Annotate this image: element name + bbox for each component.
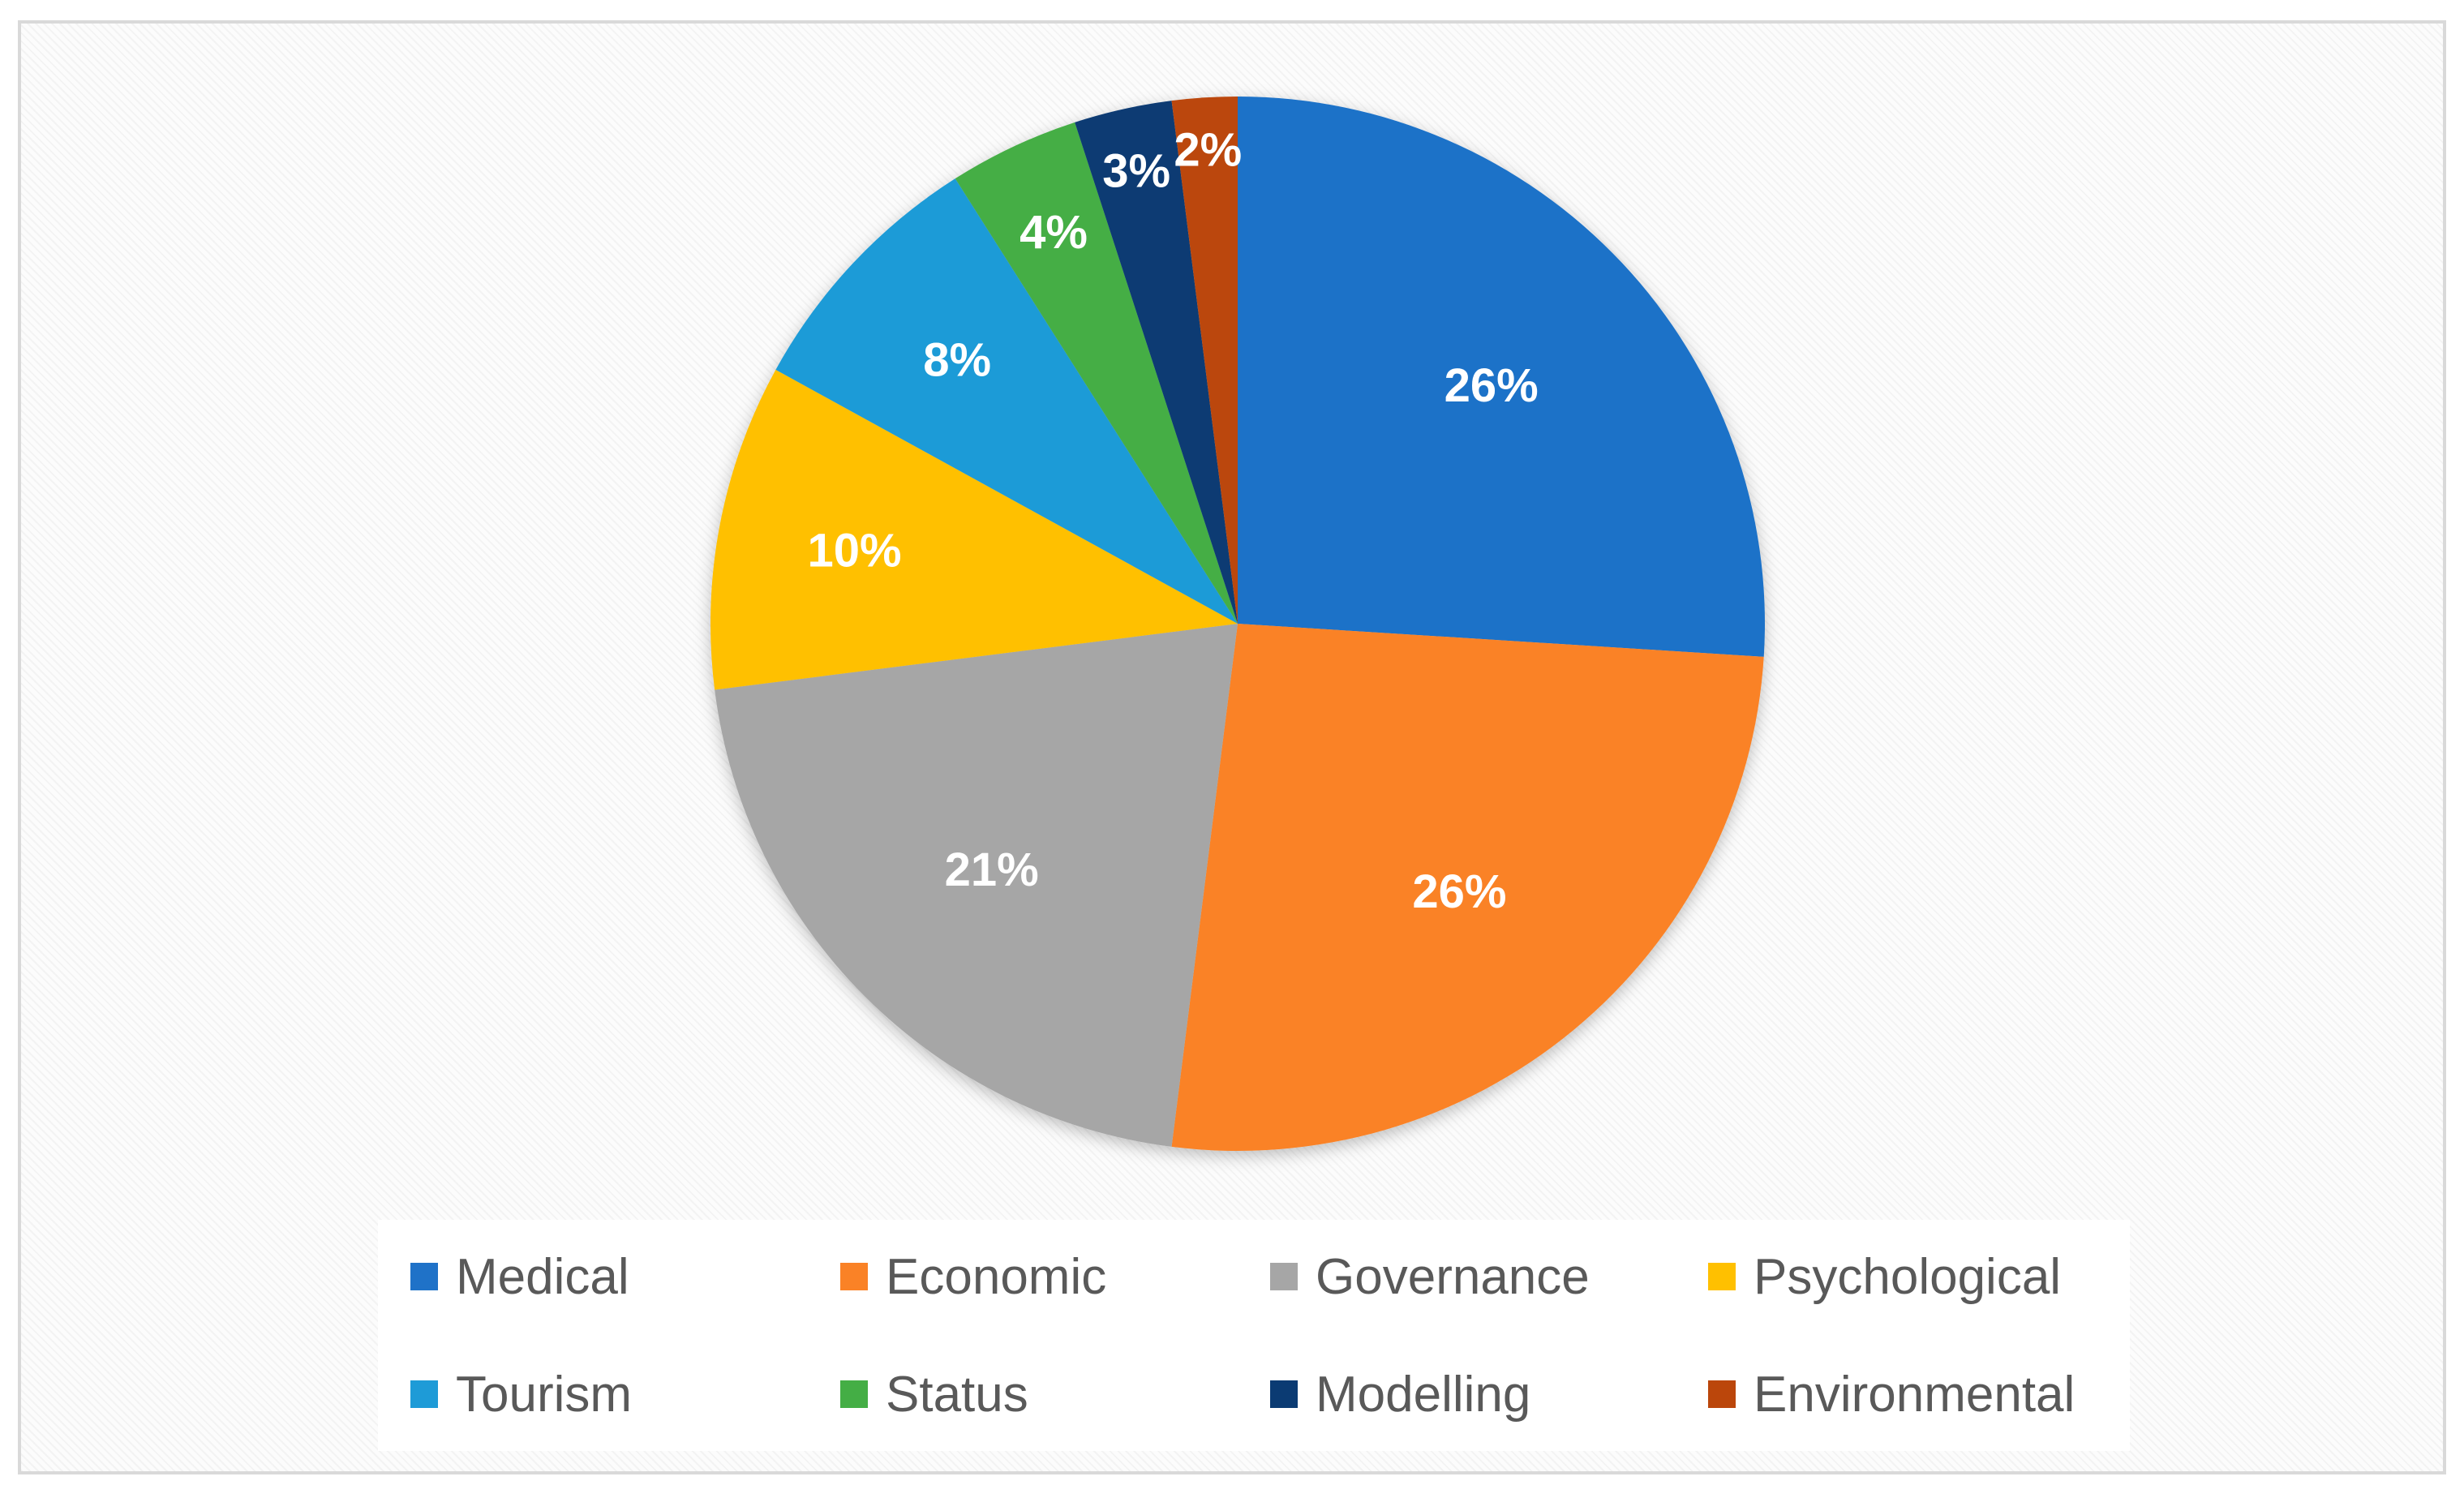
legend-label: Environmental <box>1754 1366 2076 1423</box>
pie-slice-economic <box>1171 624 1764 1151</box>
data-label-governance: 21% <box>945 843 1039 896</box>
data-label-status: 4% <box>1020 206 1088 259</box>
legend-label: Economic <box>886 1248 1107 1305</box>
pie-slice-environmental <box>1171 97 1238 624</box>
data-label-psychological: 10% <box>807 524 901 577</box>
pie-slice-status <box>955 122 1238 625</box>
data-label-medical: 26% <box>1444 359 1539 412</box>
legend-swatch <box>840 1380 868 1408</box>
pie-slice-modelling <box>1075 101 1238 625</box>
chart-area: 26% 26% 21% 10% 8% 4% 3% 2% Medical Economic Gove… <box>18 20 2446 1474</box>
legend-item-governance: Governance <box>1270 1244 1590 1309</box>
legend-swatch <box>1708 1380 1736 1408</box>
legend-label: Tourism <box>456 1366 633 1423</box>
pie-slice-psychological <box>710 369 1238 690</box>
legend-swatch <box>1270 1263 1298 1290</box>
legend-item-tourism: Tourism <box>410 1362 632 1427</box>
legend-item-psychological: Psychological <box>1708 1244 2061 1309</box>
pie-slice-tourism <box>775 178 1238 625</box>
legend: Medical Economic Governance Psychological To… <box>378 1220 2130 1451</box>
data-label-economic: 26% <box>1412 865 1506 918</box>
legend-label: Psychological <box>1754 1248 2062 1305</box>
legend-item-environmental: Environmental <box>1708 1362 2075 1427</box>
pie-slice-governance <box>715 624 1238 1147</box>
legend-label: Status <box>886 1366 1028 1423</box>
legend-label: Medical <box>456 1248 629 1305</box>
legend-swatch <box>410 1380 438 1408</box>
legend-swatch <box>1708 1263 1736 1290</box>
data-label-environmental: 2% <box>1174 124 1242 177</box>
legend-label: Governance <box>1316 1248 1590 1305</box>
legend-item-medical: Medical <box>410 1244 629 1309</box>
legend-item-economic: Economic <box>840 1244 1106 1309</box>
pie-slice-medical <box>1238 97 1765 657</box>
legend-item-status: Status <box>840 1362 1028 1427</box>
legend-label: Modelling <box>1316 1366 1531 1423</box>
legend-swatch <box>410 1263 438 1290</box>
legend-swatch <box>1270 1380 1298 1408</box>
pie-chart: 26% 26% 21% 10% 8% 4% 3% 2% <box>710 97 1765 1151</box>
legend-swatch <box>840 1263 868 1290</box>
data-label-modelling: 3% <box>1102 144 1170 197</box>
data-label-tourism: 8% <box>923 334 991 387</box>
legend-item-modelling: Modelling <box>1270 1362 1530 1427</box>
